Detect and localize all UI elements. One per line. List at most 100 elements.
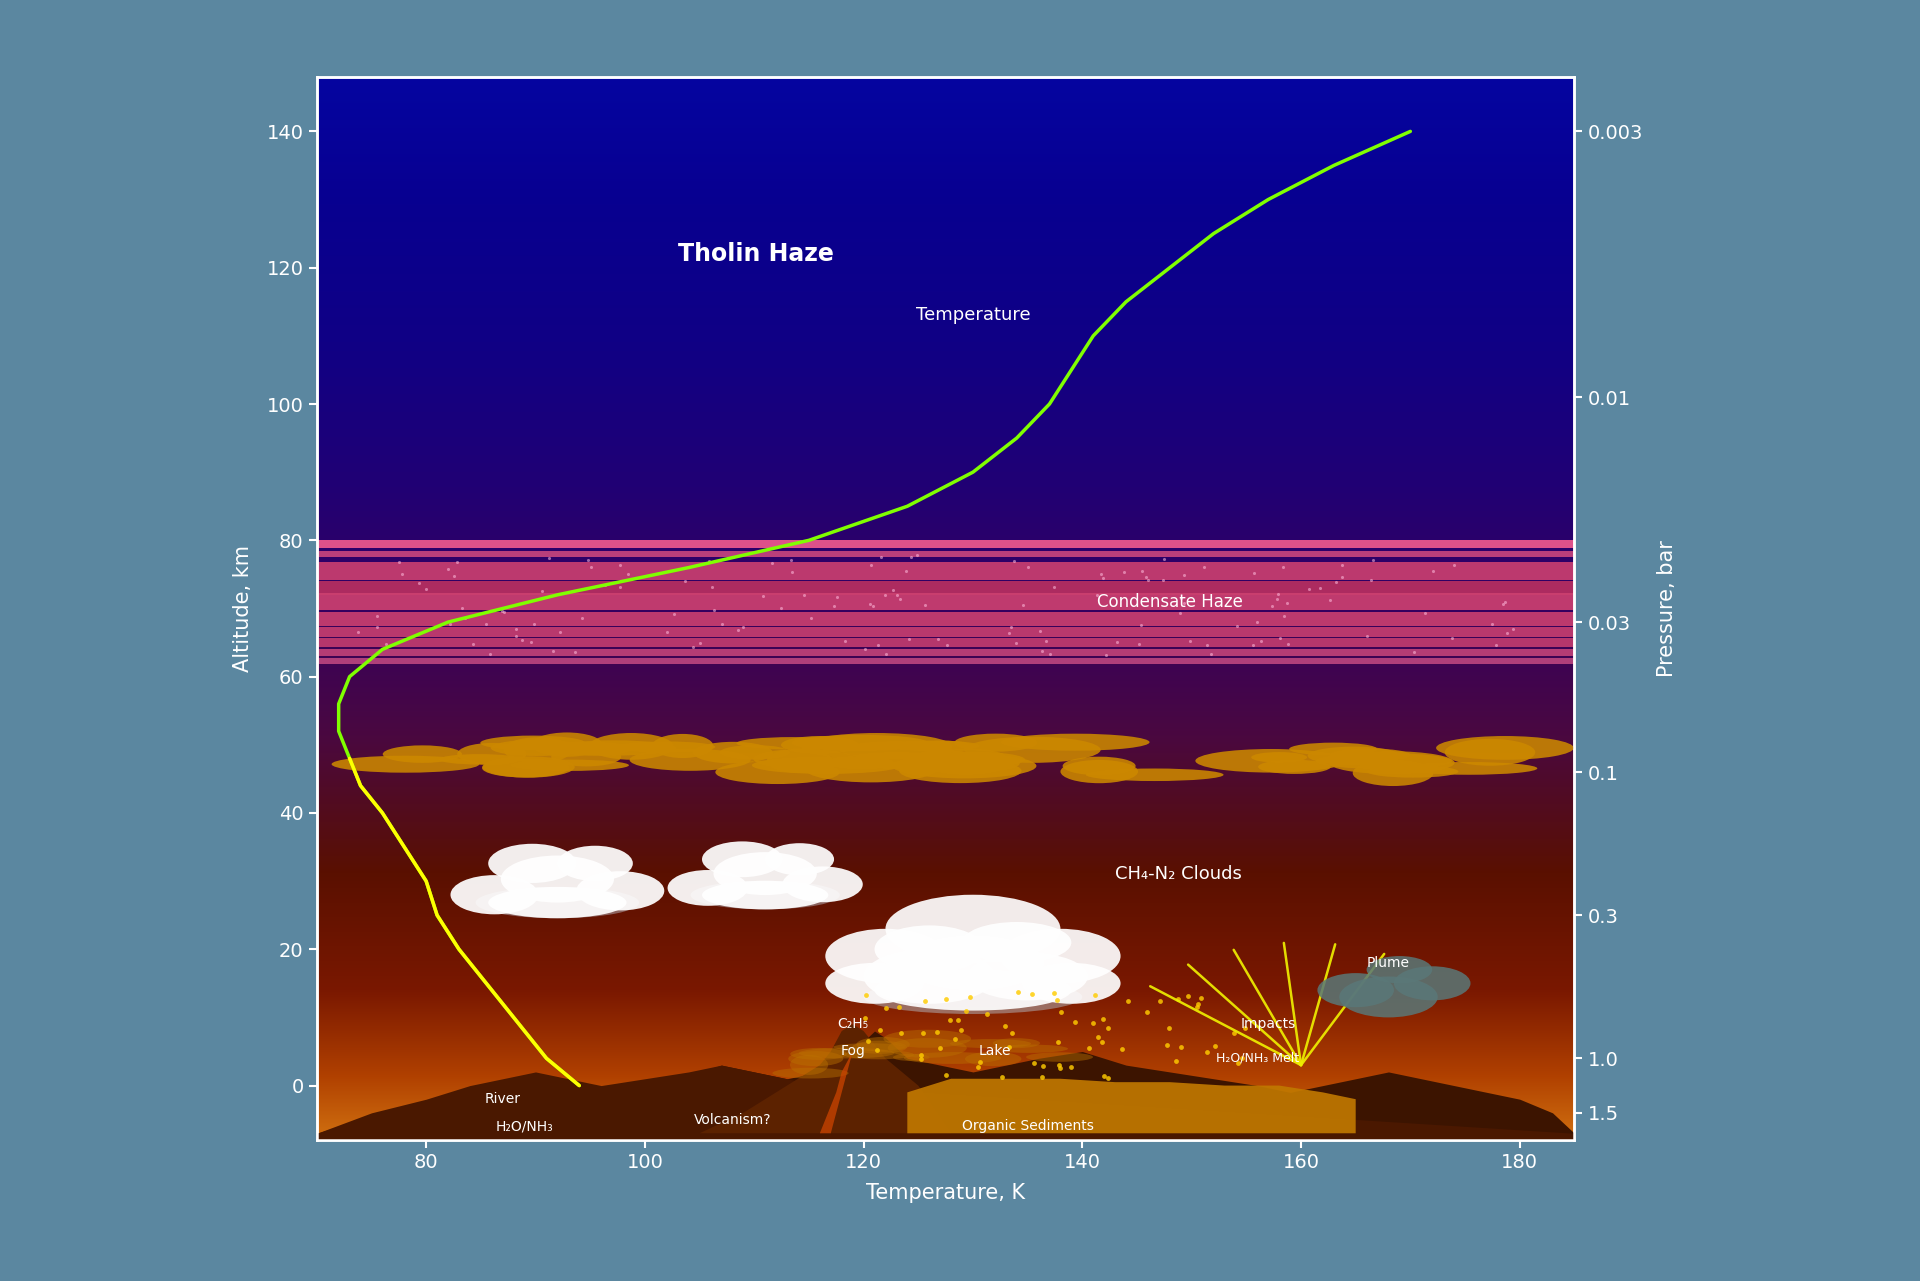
Ellipse shape <box>1436 737 1574 760</box>
Point <box>1261 589 1292 610</box>
Bar <box>317 551 1574 557</box>
Point <box>1133 569 1164 589</box>
Point <box>1304 578 1334 598</box>
Ellipse shape <box>653 734 714 758</box>
Ellipse shape <box>720 746 789 760</box>
Point <box>935 1009 966 1030</box>
Point <box>534 548 564 569</box>
Point <box>900 544 931 565</box>
Ellipse shape <box>668 870 749 906</box>
Point <box>1085 564 1116 584</box>
Point <box>384 552 415 573</box>
Text: Plume: Plume <box>1367 956 1409 970</box>
Point <box>1025 620 1056 640</box>
Point <box>403 573 434 593</box>
Point <box>449 607 480 628</box>
Bar <box>317 638 1574 647</box>
Point <box>1060 1012 1091 1032</box>
Polygon shape <box>820 1052 852 1134</box>
Text: CH₄-N₂ Clouds: CH₄-N₂ Clouds <box>1116 865 1242 884</box>
Ellipse shape <box>1000 734 1150 751</box>
Ellipse shape <box>954 755 1020 771</box>
Point <box>605 578 636 598</box>
Point <box>344 621 374 642</box>
Point <box>1148 548 1179 569</box>
Ellipse shape <box>1308 747 1400 765</box>
Ellipse shape <box>799 1048 895 1058</box>
Point <box>1102 632 1133 652</box>
Point <box>885 1022 916 1043</box>
Text: Lake: Lake <box>979 1044 1012 1058</box>
Point <box>411 579 442 600</box>
Point <box>1035 644 1066 665</box>
Ellipse shape <box>482 756 574 778</box>
Point <box>1165 588 1196 608</box>
Ellipse shape <box>864 980 1083 1015</box>
Ellipse shape <box>488 844 576 883</box>
Text: C₂H₅: C₂H₅ <box>837 1017 868 1031</box>
Point <box>1492 623 1523 643</box>
Bar <box>317 658 1574 664</box>
Ellipse shape <box>1444 739 1536 766</box>
Point <box>561 642 591 662</box>
Ellipse shape <box>492 739 584 756</box>
Point <box>1083 585 1114 606</box>
Point <box>1127 615 1158 635</box>
Point <box>566 608 597 629</box>
Point <box>1294 578 1325 598</box>
Ellipse shape <box>801 733 952 760</box>
Point <box>678 637 708 657</box>
Point <box>1258 596 1288 616</box>
Ellipse shape <box>789 1052 843 1066</box>
Point <box>507 630 538 651</box>
Ellipse shape <box>954 734 1037 752</box>
Point <box>1173 986 1204 1007</box>
Point <box>1227 1048 1258 1068</box>
Ellipse shape <box>451 875 538 915</box>
Point <box>1027 640 1058 661</box>
Point <box>670 570 701 591</box>
Point <box>1271 593 1302 614</box>
Point <box>747 585 778 606</box>
Point <box>931 635 962 656</box>
Ellipse shape <box>908 751 983 770</box>
Point <box>1175 630 1206 651</box>
Point <box>866 547 897 567</box>
Ellipse shape <box>841 742 952 760</box>
Ellipse shape <box>789 1054 828 1075</box>
Point <box>881 584 912 605</box>
Point <box>854 594 885 615</box>
Point <box>931 1065 962 1085</box>
Point <box>1267 556 1298 576</box>
Point <box>518 614 549 634</box>
Ellipse shape <box>864 949 995 1004</box>
Point <box>993 1036 1023 1057</box>
Point <box>1154 1018 1185 1039</box>
Ellipse shape <box>772 1068 849 1079</box>
Ellipse shape <box>440 755 520 765</box>
Ellipse shape <box>883 1030 972 1048</box>
Ellipse shape <box>576 871 664 911</box>
Ellipse shape <box>1367 956 1432 984</box>
Point <box>862 1040 893 1061</box>
Point <box>699 600 730 620</box>
Ellipse shape <box>693 742 772 763</box>
Text: Tholin Haze: Tholin Haze <box>678 242 833 266</box>
Ellipse shape <box>511 760 630 771</box>
Ellipse shape <box>480 735 586 751</box>
Bar <box>317 582 1574 594</box>
Ellipse shape <box>1329 751 1455 774</box>
Ellipse shape <box>1025 1052 1092 1062</box>
Ellipse shape <box>829 757 895 770</box>
Point <box>1490 592 1521 612</box>
Ellipse shape <box>630 749 751 771</box>
Point <box>651 623 682 643</box>
Point <box>1221 616 1252 637</box>
Text: Temperature: Temperature <box>916 306 1031 324</box>
Point <box>998 551 1029 571</box>
Point <box>1133 1002 1164 1022</box>
Point <box>612 564 643 584</box>
Point <box>870 584 900 605</box>
Point <box>954 986 985 1007</box>
Point <box>1183 994 1213 1015</box>
